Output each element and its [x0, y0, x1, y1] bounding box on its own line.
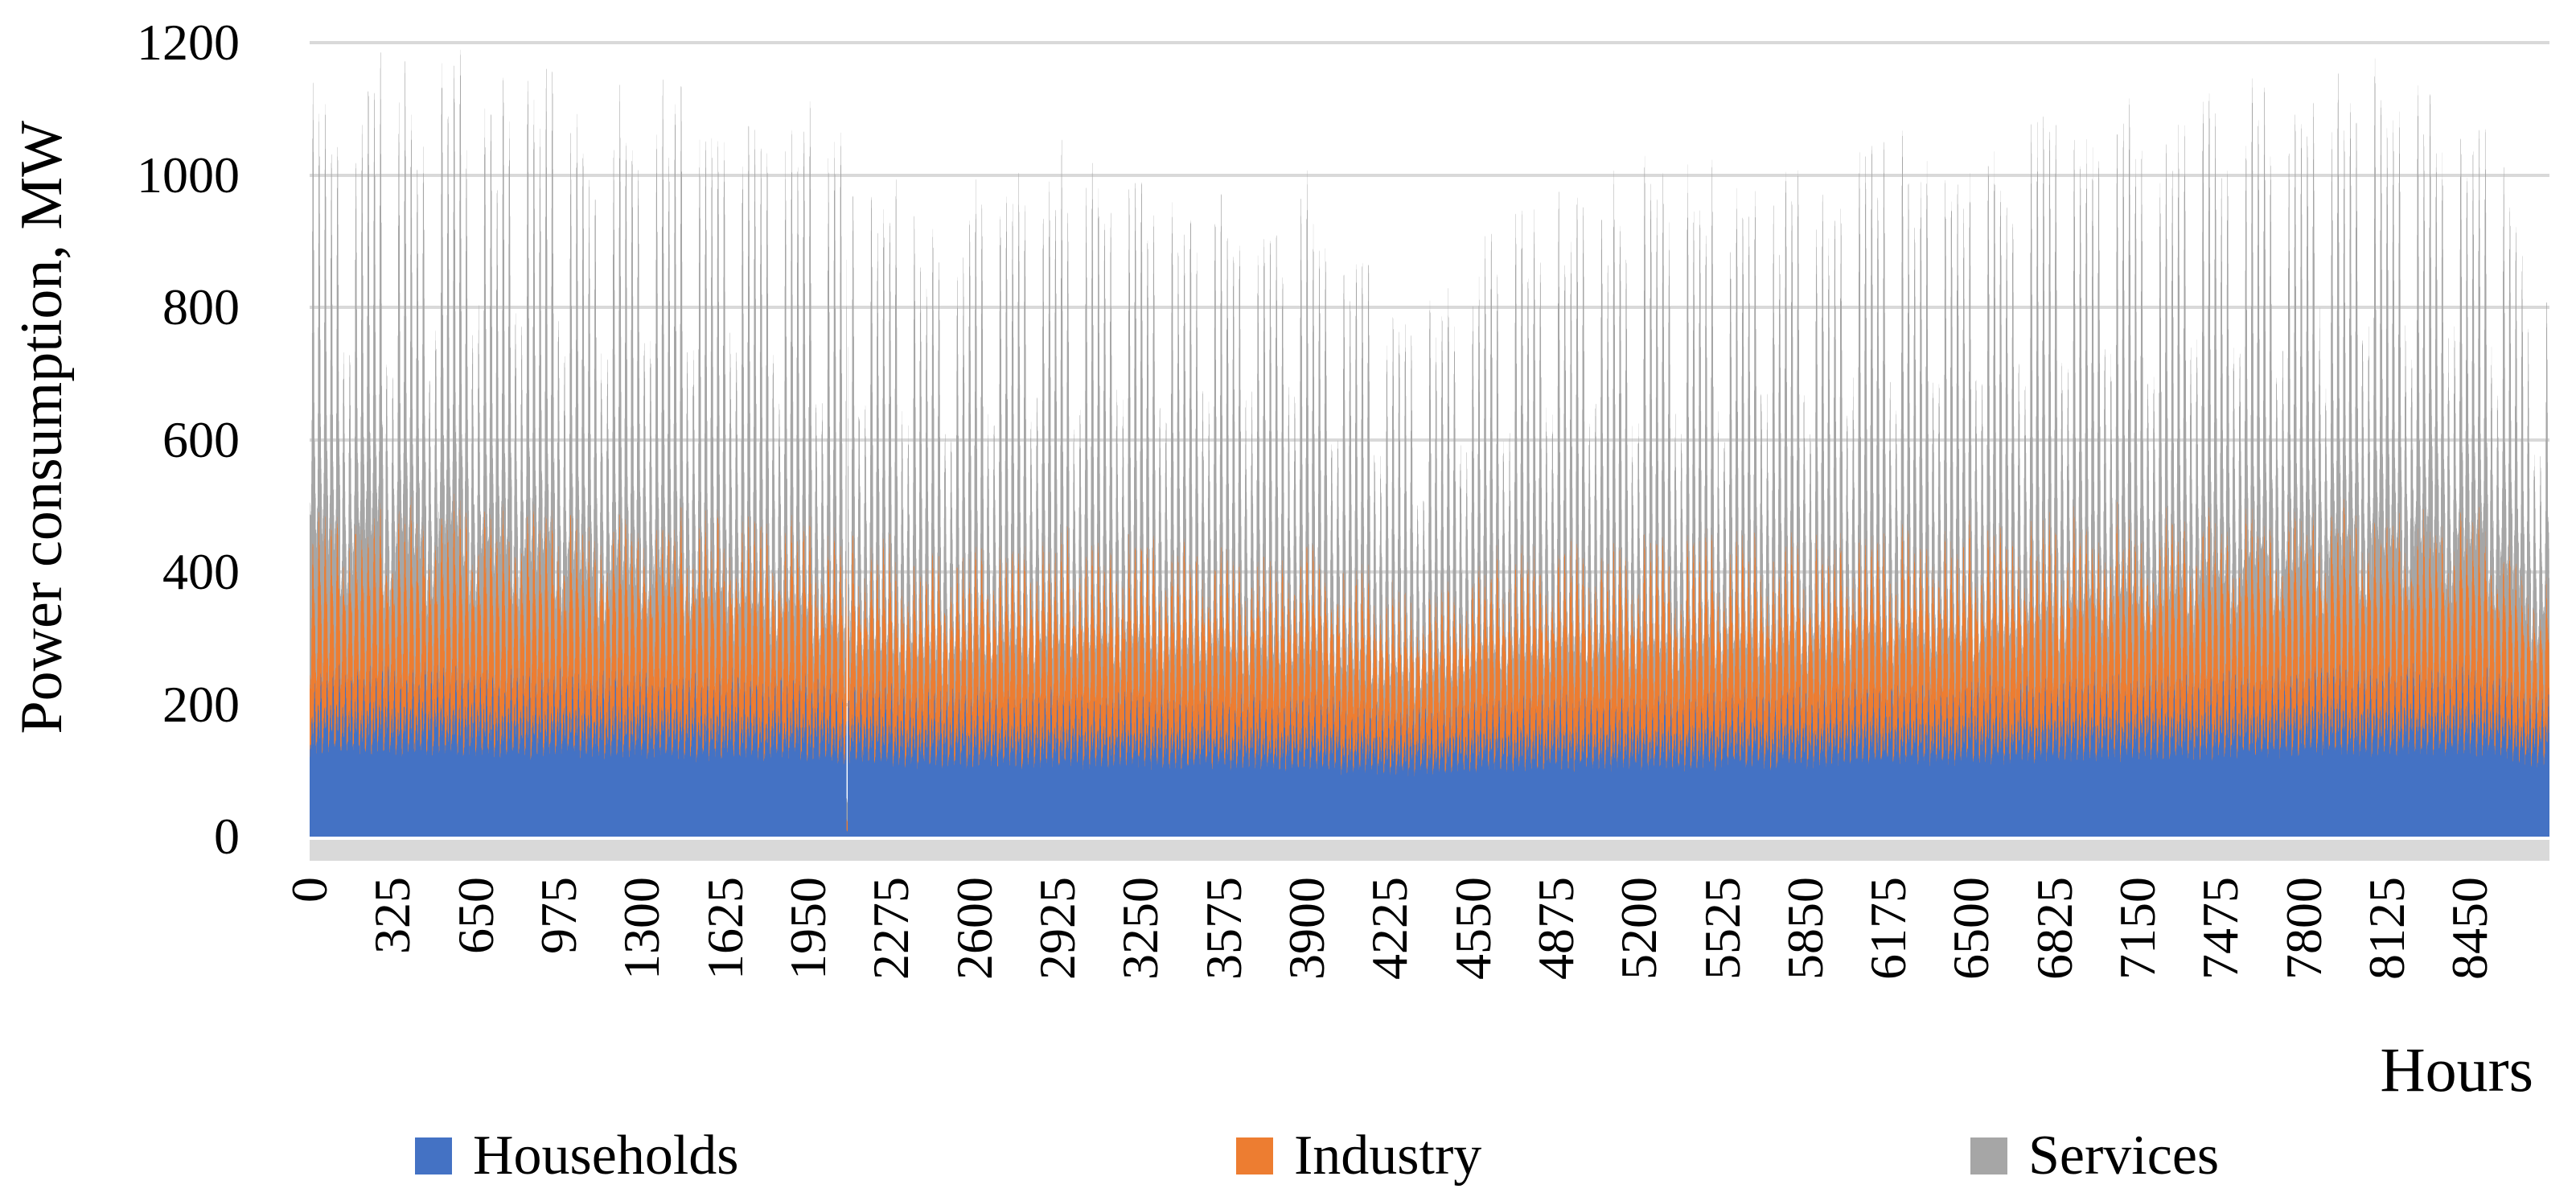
x-tick-label: 8450 — [2441, 877, 2499, 980]
x-tick-label: 4875 — [1526, 877, 1584, 980]
x-tick-label: 4550 — [1444, 877, 1502, 980]
x-tick-label: 7800 — [2274, 877, 2332, 980]
x-tick-label: 3900 — [1277, 877, 1335, 980]
legend-swatch-services — [1970, 1137, 2007, 1174]
legend: Households Industry Services — [0, 1128, 2576, 1184]
x-tick-label: 8125 — [2358, 877, 2416, 980]
y-tick-label: 0 — [214, 808, 240, 865]
legend-item-services: Services — [1970, 1128, 2219, 1184]
x-tick-label: 1950 — [779, 877, 836, 980]
x-tick-label: 2275 — [862, 877, 920, 980]
legend-label: Households — [473, 1125, 739, 1187]
x-tick-label: 325 — [364, 877, 421, 954]
x-tick-label: 2925 — [1028, 877, 1086, 980]
legend-swatch-households — [415, 1137, 452, 1174]
stacked-area-canvas — [310, 43, 2549, 837]
x-tick-label: 1300 — [613, 877, 671, 980]
x-tick-label: 6825 — [2025, 877, 2083, 980]
x-tick-label: 0 — [281, 877, 338, 903]
y-tick-label: 800 — [162, 278, 240, 335]
x-tick-label: 7475 — [2192, 877, 2249, 980]
x-tick-label: 4225 — [1361, 877, 1419, 980]
x-tick-label: 5200 — [1610, 877, 1668, 980]
x-tick-label: 975 — [529, 877, 587, 954]
legend-label: Services — [2028, 1125, 2220, 1187]
x-tick-label: 2600 — [945, 877, 1003, 980]
legend-item-industry: Industry — [1236, 1128, 1481, 1184]
x-tick-label: 6500 — [1942, 877, 2000, 980]
x-tick-label: 6175 — [1859, 877, 1917, 980]
x-tick-label: 650 — [446, 877, 504, 954]
y-tick-label: 600 — [162, 410, 240, 468]
x-tick-label: 5850 — [1776, 877, 1834, 980]
x-tick-label: 7150 — [2109, 877, 2167, 980]
x-tick-label: 5525 — [1693, 877, 1751, 980]
legend-item-households: Households — [415, 1128, 739, 1184]
y-tick-label: 400 — [162, 543, 240, 600]
plot-area — [310, 41, 2549, 837]
y-tick-label: 1000 — [137, 146, 240, 204]
x-tick-label: 3575 — [1194, 877, 1252, 980]
x-tick-label: 3250 — [1111, 877, 1169, 980]
legend-swatch-industry — [1236, 1137, 1273, 1174]
x-axis-title: Hours — [2380, 1035, 2533, 1105]
y-tick-label: 200 — [162, 675, 240, 733]
x-tick-label: 1625 — [696, 877, 754, 980]
x-axis-band — [310, 840, 2549, 861]
legend-label: Industry — [1294, 1125, 1482, 1187]
y-tick-label: 1200 — [137, 14, 240, 71]
